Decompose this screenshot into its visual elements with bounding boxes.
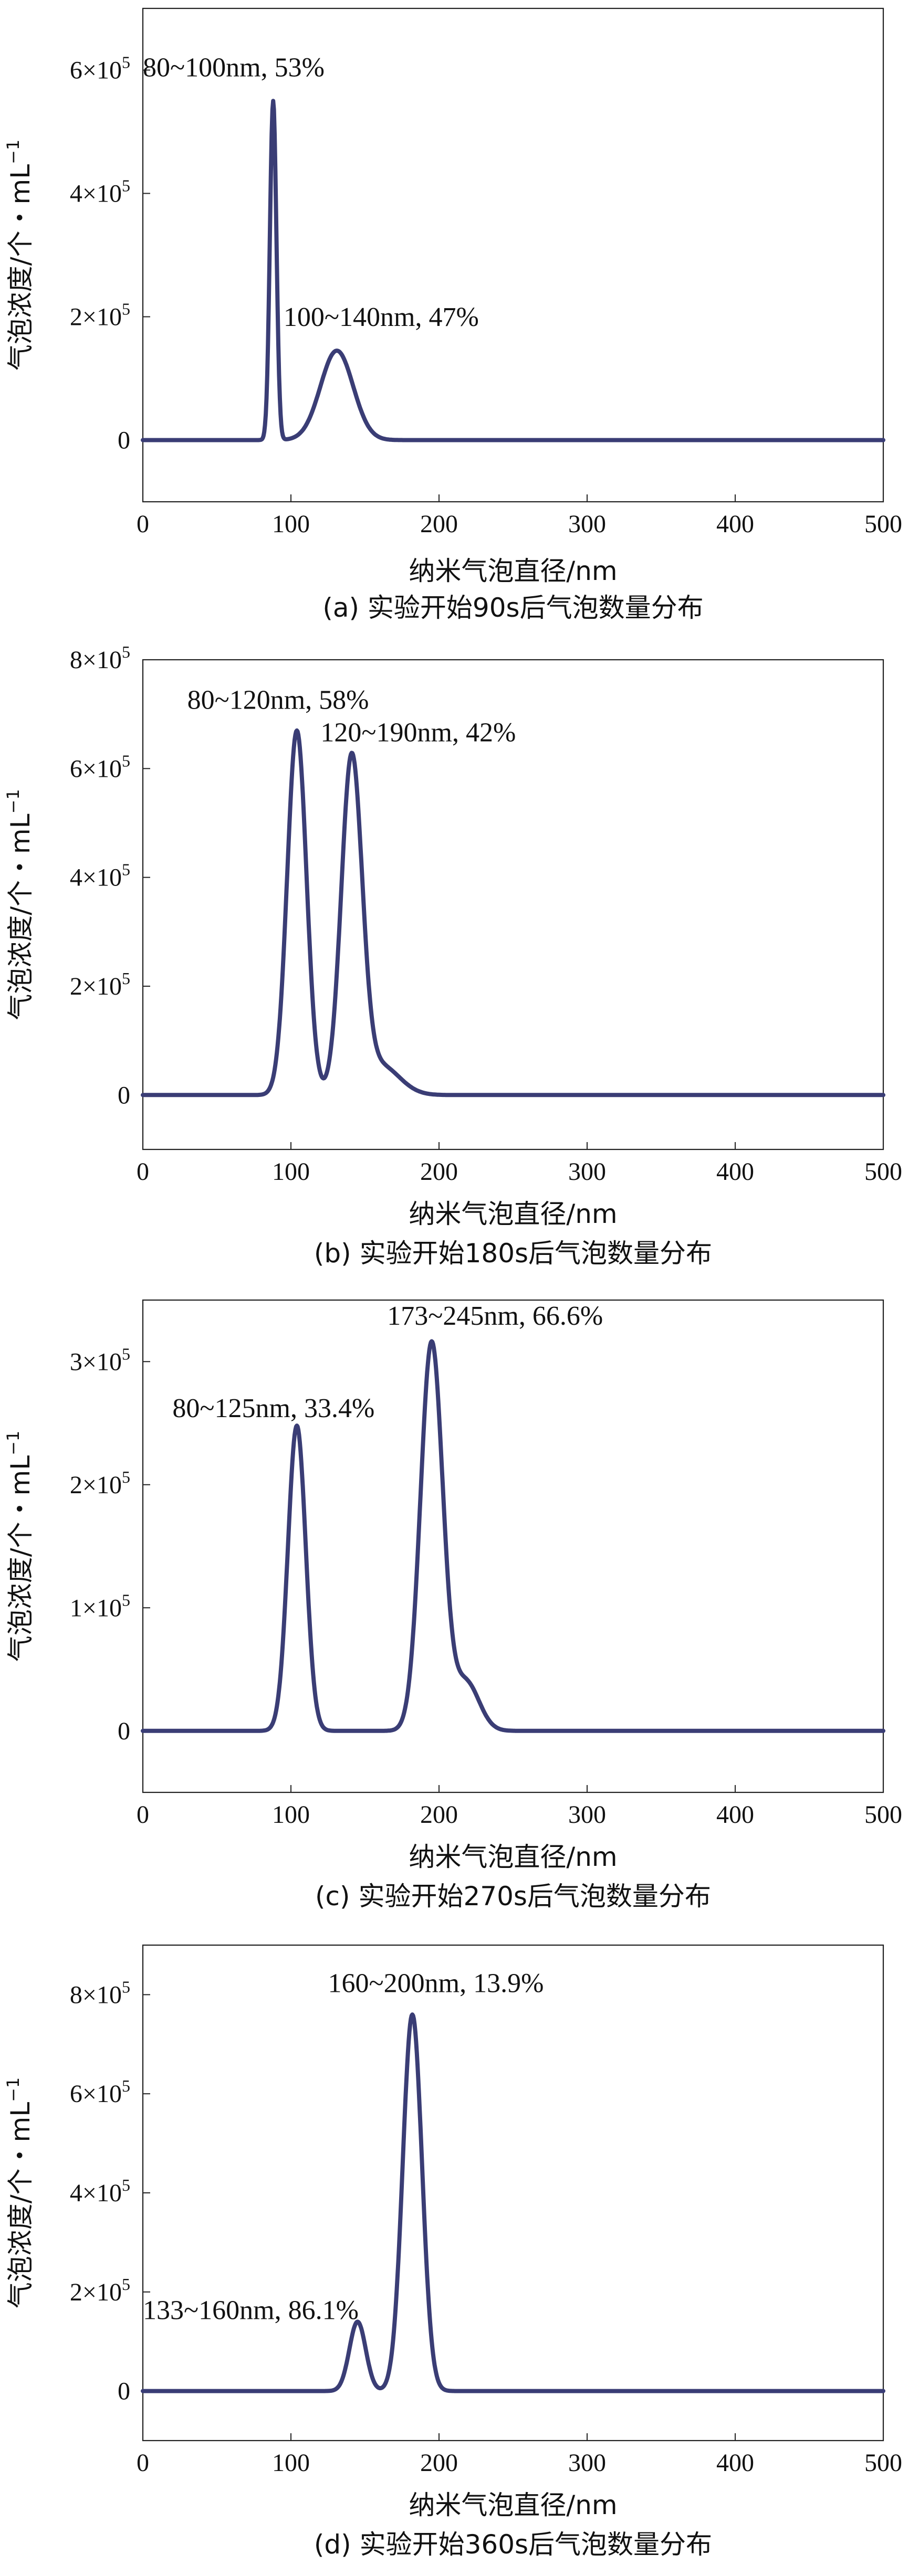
panel-caption: (b) 实验开始180s后气泡数量分布 — [314, 1238, 712, 1269]
x-axis-label: 纳米气泡直径/nm — [409, 1842, 617, 1872]
y-tick-label: 4×105 — [70, 860, 130, 892]
x-axis-label: 纳米气泡直径/nm — [409, 556, 617, 586]
plot-frame — [142, 1299, 884, 1793]
y-axis-label: 气泡浓度/个・mL−1 — [3, 789, 36, 1020]
y-tick-label: 0 — [118, 1081, 130, 1109]
chart-panel-a: 0 100 200 300 400 500 0 2×105 4×105 6×105 80~100nm… — [3, 7, 902, 623]
y-tick-label: 6×105 — [70, 751, 130, 783]
x-tick-label: 0 — [137, 2449, 149, 2477]
y-tick-label: 4×105 — [70, 176, 130, 208]
plot-frame — [142, 7, 884, 503]
chart-panel-b: 0 100 200 300 400 500 0 2×105 4×105 6×105 8×105 80~… — [3, 642, 902, 1269]
x-tick-label: 100 — [272, 510, 310, 538]
x-tick-label: 400 — [716, 2449, 754, 2477]
peak-annotation: 80~125nm, 33.4% — [172, 1393, 374, 1423]
distribution-curve — [141, 2012, 885, 2393]
plot-frame — [142, 659, 884, 1150]
y-tick-label: 2×105 — [70, 2275, 130, 2306]
x-tick-label: 300 — [568, 510, 606, 538]
y-axis-label: 气泡浓度/个・mL−1 — [3, 140, 36, 371]
x-tick-label: 500 — [864, 2449, 902, 2477]
peak-annotation: 80~100nm, 53% — [143, 52, 325, 82]
y-tick-label: 6×105 — [70, 53, 130, 85]
x-tick-label: 200 — [420, 510, 458, 538]
peak-annotation: 160~200nm, 13.9% — [328, 1969, 544, 1999]
x-tick-label: 200 — [420, 1801, 458, 1829]
x-tick-label: 0 — [137, 510, 149, 538]
chart-panel-c: 0 100 200 300 400 500 0 1×105 2×105 3×105 80~125nm… — [3, 1299, 902, 1912]
x-tick-label: 0 — [137, 1801, 149, 1829]
x-tick-label: 100 — [272, 2449, 310, 2477]
y-tick-label: 3×105 — [70, 1344, 130, 1376]
x-tick-label: 500 — [864, 1801, 902, 1829]
x-tick-label: 300 — [568, 1801, 606, 1829]
x-axis-label: 纳米气泡直径/nm — [409, 1199, 617, 1229]
y-tick-label: 0 — [118, 1717, 130, 1745]
x-tick-label: 100 — [272, 1158, 310, 1186]
x-axis-label: 纳米气泡直径/nm — [409, 2490, 617, 2520]
y-tick-label: 2×105 — [70, 969, 130, 1000]
y-tick-label: 4×105 — [70, 2176, 130, 2207]
distribution-curve — [141, 99, 885, 442]
peak-annotation: 80~120nm, 58% — [187, 685, 369, 715]
panel-caption: (a) 实验开始90s后气泡数量分布 — [322, 593, 703, 623]
y-axis-label: 气泡浓度/个・mL−1 — [3, 1431, 36, 1662]
y-tick-label: 0 — [118, 2378, 130, 2405]
y-tick-label: 1×105 — [70, 1590, 130, 1622]
y-axis-label: 气泡浓度/个・mL−1 — [3, 2077, 36, 2309]
x-tick-label: 200 — [420, 2449, 458, 2477]
peak-annotation: 100~140nm, 47% — [284, 302, 479, 332]
x-tick-label: 300 — [568, 1158, 606, 1186]
distribution-curve — [141, 1339, 885, 1733]
x-tick-label: 200 — [420, 1158, 458, 1186]
y-tick-label: 0 — [118, 427, 130, 455]
panel-caption: (c) 实验开始270s后气泡数量分布 — [315, 1881, 711, 1912]
y-tick-label: 8×105 — [70, 642, 130, 674]
y-tick-label: 2×105 — [70, 300, 130, 331]
y-tick-label: 8×105 — [70, 1977, 130, 2009]
peak-annotation: 133~160nm, 86.1% — [143, 2296, 359, 2326]
x-tick-label: 500 — [864, 1158, 902, 1186]
y-tick-label: 6×105 — [70, 2076, 130, 2108]
x-tick-label: 100 — [272, 1801, 310, 1829]
x-tick-label: 0 — [137, 1158, 149, 1186]
peak-annotation: 173~245nm, 66.6% — [387, 1301, 603, 1331]
chart-panel-d: 0 100 200 300 400 500 0 2×105 4×105 6×105 8×105 133… — [3, 1944, 902, 2560]
x-tick-label: 400 — [716, 510, 754, 538]
x-tick-label: 300 — [568, 2449, 606, 2477]
y-tick-label: 2×105 — [70, 1468, 130, 1499]
panel-caption: (d) 实验开始360s后气泡数量分布 — [314, 2529, 712, 2560]
x-tick-label: 400 — [716, 1158, 754, 1186]
plot-frame — [142, 1944, 884, 2442]
distribution-curve — [141, 728, 885, 1097]
x-tick-label: 500 — [864, 510, 902, 538]
peak-annotation: 120~190nm, 42% — [320, 718, 516, 748]
x-tick-label: 400 — [716, 1801, 754, 1829]
